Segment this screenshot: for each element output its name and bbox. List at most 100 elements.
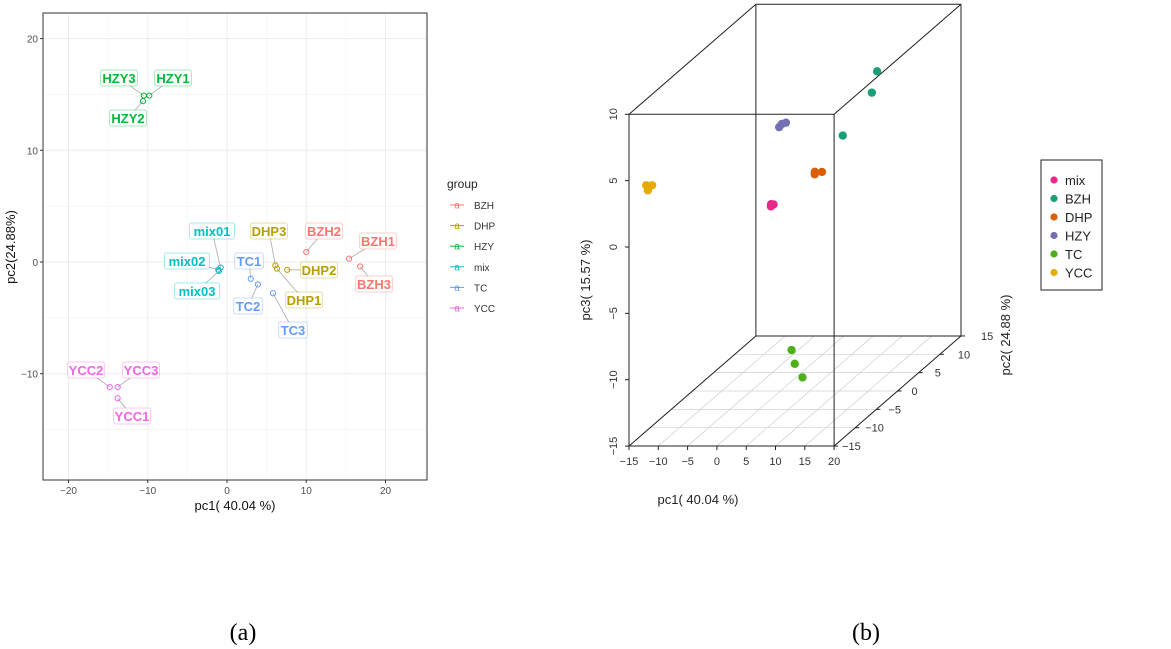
legend-label-mix: mix <box>1065 173 1086 188</box>
point-label: DHP2 <box>302 263 337 278</box>
data-point-DHP2 <box>284 266 291 273</box>
legend-label-mix: mix <box>474 263 490 274</box>
legend-label-BZH: BZH <box>474 201 494 212</box>
data-point-YCC2 <box>106 384 113 391</box>
point-label: BZH2 <box>307 224 341 239</box>
data-point-YCC1 <box>114 395 121 402</box>
x-tick-label: 20 <box>828 456 840 468</box>
z-tick-label: −5 <box>608 307 620 320</box>
point-label: BZH3 <box>357 277 391 292</box>
pca-2d-plot: −20 −10 0 10 20 −10 0 10 20 pc1( 40.04 %) pc2(24.8… <box>3 12 495 513</box>
data-point-DHP <box>810 170 819 179</box>
x-tick-label: −10 <box>649 456 668 468</box>
label-box <box>233 297 263 315</box>
caption-b: (b) <box>852 620 880 646</box>
x-tick-label: 20 <box>380 486 392 497</box>
label-box <box>154 69 192 87</box>
y-tick-label: 20 <box>27 35 39 46</box>
x-tick-label: 10 <box>769 456 781 468</box>
legend-label-HZY: HZY <box>1065 229 1091 244</box>
data-point-mix03 <box>215 267 223 275</box>
x-tick-label: 0 <box>714 456 720 468</box>
label-box <box>122 361 160 379</box>
label-box <box>113 407 151 425</box>
legend-marker-HZY <box>1050 231 1058 240</box>
x-tick-label: 5 <box>743 456 749 468</box>
label-box <box>67 361 105 379</box>
data-point-TC <box>798 373 807 382</box>
data-point-DHP <box>817 167 827 177</box>
data-point-HZY <box>781 118 791 127</box>
x-tick-label: 10 <box>301 486 313 497</box>
label-box <box>278 321 308 339</box>
point-label: DHP3 <box>252 224 287 239</box>
box-edge <box>628 3 757 115</box>
legend-label-BZH: BZH <box>1065 192 1091 207</box>
label-box <box>300 261 338 279</box>
x-tick-label: −10 <box>139 486 156 497</box>
y-tick-label: 15 <box>981 331 993 343</box>
x-tick-label: −15 <box>620 456 639 468</box>
z-tick-label: 5 <box>608 178 620 184</box>
legend-marker-YCC <box>1050 268 1058 277</box>
point-label: HZY2 <box>111 111 144 126</box>
point-label: HZY3 <box>102 71 135 86</box>
y-tick-label: 0 <box>912 386 918 398</box>
point-label: HZY1 <box>156 71 189 86</box>
y-axis-label: pc2(24.88%) <box>3 210 18 284</box>
legend-label-HZY: HZY <box>474 242 494 253</box>
y-tick-label: 0 <box>32 258 38 269</box>
label-box <box>285 291 323 309</box>
data-point-HZY1 <box>146 92 153 99</box>
y-tick-label: −15 <box>842 441 861 453</box>
data-point-TC3 <box>269 290 277 297</box>
data-point-TC <box>787 345 796 355</box>
z-tick-label: 10 <box>608 108 620 120</box>
x-tick-label: 15 <box>799 456 811 468</box>
label-box <box>359 232 397 250</box>
data-point-HZY <box>774 122 784 132</box>
legend-label-DHP: DHP <box>1065 210 1092 225</box>
point-label: YCC3 <box>124 363 159 378</box>
data-point-HZY2 <box>139 98 147 105</box>
y-tick-label: −10 <box>865 423 884 435</box>
data-point-DHP1 <box>273 265 281 272</box>
y-axis-label: pc2( 24.88 %) <box>998 295 1013 376</box>
legend-label-TC: TC <box>1065 247 1082 262</box>
x-tick-label: −5 <box>681 456 694 468</box>
data-point-BZH2 <box>303 248 310 256</box>
label-box <box>174 282 220 300</box>
data-point-BZH <box>838 131 847 140</box>
label-box <box>234 252 264 270</box>
point-label: DHP1 <box>287 293 322 308</box>
legend-marker-DHP <box>1050 213 1058 221</box>
label-box <box>355 275 393 293</box>
y-tick-label: −5 <box>888 404 901 416</box>
data-point-BZH <box>872 67 882 76</box>
data-point-DHP3 <box>272 262 279 269</box>
box-edge <box>628 335 757 447</box>
x-tick-label: 0 <box>224 486 230 497</box>
data-point-YCC <box>643 186 653 195</box>
point-label: YCC1 <box>115 409 150 424</box>
legend-key-glyph: a <box>454 242 460 253</box>
data-point-BZH <box>867 88 877 97</box>
data-point-mix <box>766 199 776 209</box>
plot-border <box>42 12 428 481</box>
legend-label-YCC: YCC <box>474 304 495 315</box>
data-point-TC1 <box>247 275 254 282</box>
point-label: TC2 <box>236 299 261 314</box>
x-axis-label: pc1( 40.04 %) <box>195 498 276 513</box>
legend-marker-TC <box>1050 250 1058 258</box>
point-label: mix02 <box>169 254 206 269</box>
point-label: mix03 <box>179 284 216 299</box>
data-point-mix02 <box>215 266 222 273</box>
label-box <box>164 252 210 270</box>
caption-a: (a) <box>230 620 257 646</box>
point-label: mix01 <box>194 224 231 239</box>
legend-key-glyph: a <box>454 283 460 294</box>
y-tick-label: 5 <box>935 368 941 380</box>
z-tick-label: −15 <box>608 437 620 456</box>
y-tick-label: 10 <box>27 146 39 157</box>
